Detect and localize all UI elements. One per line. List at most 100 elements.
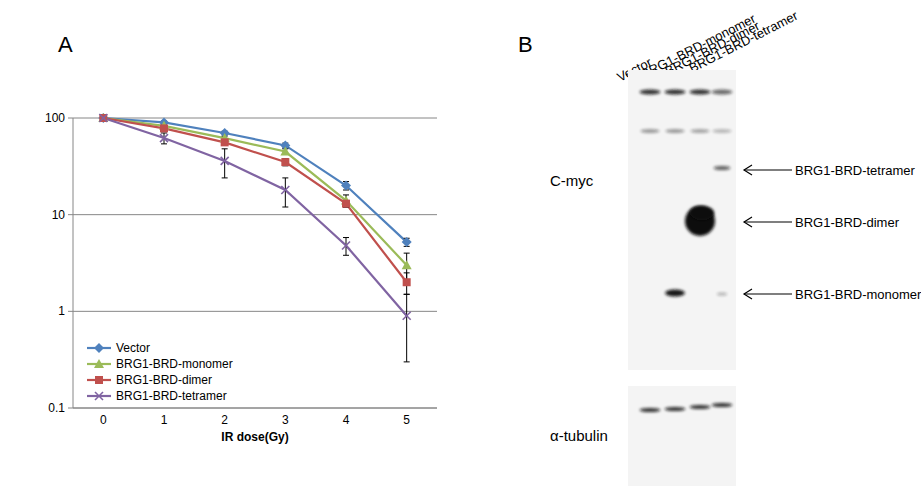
error-cap <box>282 177 288 178</box>
marker-shape <box>95 392 103 400</box>
marker <box>342 200 350 208</box>
blot-row-label: C-myc <box>550 172 594 189</box>
band <box>712 90 733 95</box>
panel-label: A <box>58 32 73 57</box>
marker <box>98 113 108 122</box>
band <box>690 405 711 409</box>
error-cap <box>222 177 228 178</box>
marker-shape <box>342 200 350 208</box>
series-line <box>103 118 406 282</box>
marker <box>403 312 411 320</box>
series-line <box>103 118 406 316</box>
marker-shape <box>221 138 229 146</box>
marker <box>402 260 412 269</box>
band-annotation: BRG1-BRD-tetramer <box>744 163 916 178</box>
marker <box>99 114 107 122</box>
legend-label: BRG1-BRD-monomer <box>116 357 233 371</box>
band <box>690 90 711 95</box>
marker-shape <box>403 312 411 320</box>
legend: Vector BRG1-BRD-monomer BRG1-BRD-dimer BRG1… <box>87 341 233 403</box>
gel-background <box>628 70 736 370</box>
error-cap <box>343 255 349 256</box>
lane-label: BRG1-BRD-tetramer <box>687 8 801 76</box>
figure: A0.1110100012345IR dose(Gy)VectorBRG1-BR… <box>0 0 921 500</box>
marker <box>403 278 411 286</box>
error-stem <box>224 149 225 178</box>
y-tick-label: 10 <box>52 208 66 222</box>
marker <box>280 147 290 156</box>
error-bar <box>404 294 410 362</box>
marker <box>94 359 104 368</box>
band <box>714 166 731 170</box>
error-bar <box>404 273 410 294</box>
x-tick-label: 2 <box>221 413 228 427</box>
band <box>690 206 714 220</box>
band <box>713 129 732 133</box>
y-tick <box>68 118 73 119</box>
legend-label: Vector <box>116 341 150 355</box>
blot-row-label: α-tubulin <box>550 427 608 444</box>
marker-shape <box>160 134 168 142</box>
band-label: BRG1-BRD-monomer <box>795 287 921 302</box>
x-axis-label: IR dose(Gy) <box>221 430 288 444</box>
marker <box>402 237 412 247</box>
marker <box>94 343 104 353</box>
arrow-head <box>744 217 752 227</box>
marker <box>281 158 289 166</box>
legend-label: BRG1-BRD-dimer <box>116 373 212 387</box>
error-cap <box>343 194 349 195</box>
y-tick-label: 0.1 <box>48 401 65 415</box>
marker-shape <box>94 359 104 368</box>
marker <box>95 376 103 384</box>
blot-tubulin <box>628 386 736 486</box>
arrow-shaft <box>744 221 792 222</box>
y-tick <box>68 311 73 312</box>
blot-cmyc <box>628 70 736 370</box>
error-cap <box>404 294 410 295</box>
arrow-shaft <box>744 169 792 170</box>
band-label: BRG1-BRD-tetramer <box>795 163 916 178</box>
error-cap <box>343 237 349 238</box>
y-tick-label: 100 <box>45 111 65 125</box>
marker <box>342 241 350 249</box>
error-cap <box>404 294 410 295</box>
marker-shape <box>160 134 168 142</box>
error-stem <box>406 294 407 362</box>
marker-shape <box>342 241 350 249</box>
marker-shape <box>98 113 108 123</box>
y-tick <box>68 408 73 409</box>
marker-shape <box>221 157 229 165</box>
marker-shape <box>402 260 412 269</box>
x-axis <box>73 408 437 409</box>
marker <box>221 157 229 165</box>
marker <box>98 113 108 123</box>
marker-shape <box>281 186 289 194</box>
legend-label: BRG1-BRD-tetramer <box>116 389 227 403</box>
marker <box>99 114 107 122</box>
x-tick-label: 3 <box>282 413 289 427</box>
error-bar <box>282 159 288 166</box>
x-tick-label: 1 <box>161 413 168 427</box>
error-cap <box>161 143 167 144</box>
x-tick-label: 0 <box>100 413 107 427</box>
error-bar <box>282 178 288 207</box>
marker-shape <box>99 114 107 122</box>
panel-label: B <box>518 32 533 57</box>
error-cap <box>161 132 167 133</box>
arrow-head <box>744 289 752 299</box>
band <box>665 90 686 95</box>
marker-shape <box>403 278 411 286</box>
marker-shape <box>95 392 103 400</box>
marker-shape <box>99 114 107 122</box>
marker-shape <box>94 343 104 353</box>
y-tick-label: 1 <box>58 304 65 318</box>
marker-shape <box>403 312 411 320</box>
error-cap <box>282 207 288 208</box>
marker <box>341 181 351 191</box>
marker-shape <box>221 157 229 165</box>
error-stem <box>285 178 286 207</box>
band-annotation: BRG1-BRD-monomer <box>744 287 921 302</box>
grid-line <box>73 214 437 215</box>
x-tick-label: 4 <box>343 413 350 427</box>
band <box>640 408 661 412</box>
